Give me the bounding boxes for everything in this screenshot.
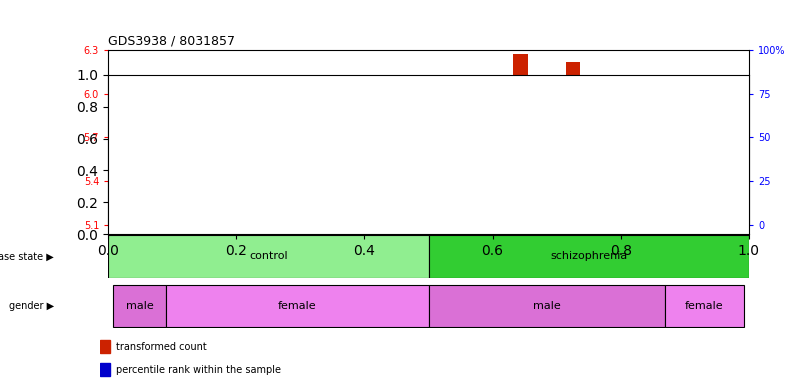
Bar [566,61,580,225]
Text: GDS3938 / 8031857: GDS3938 / 8031857 [108,34,235,47]
Bar [670,193,685,225]
Bar [198,98,212,225]
Point [173,136,186,142]
Bar [114,285,166,328]
Bar [119,181,134,225]
Text: transformed count: transformed count [116,342,207,352]
Bar [409,130,423,225]
Point [514,117,527,123]
Bar [251,131,265,225]
Text: percentile rank within the sample: percentile rank within the sample [116,365,281,375]
Point [435,132,448,139]
Text: male: male [126,301,154,311]
Text: female: female [685,301,723,311]
Text: male: male [533,301,561,311]
Bar [618,140,633,225]
Bar [461,130,475,225]
Text: disease state ▶: disease state ▶ [0,251,54,262]
Point [252,132,264,139]
Point [356,132,369,139]
Text: schizophrenia: schizophrenia [550,251,627,262]
Bar [429,235,749,278]
Bar [697,140,711,225]
Bar [429,285,665,328]
Bar [487,207,501,225]
Bar [356,137,370,225]
Text: gender ▶: gender ▶ [9,301,54,311]
Bar [592,149,606,225]
Bar [100,339,111,353]
Point [646,215,658,221]
Point [593,129,606,135]
Bar [108,235,429,278]
Point [120,146,133,152]
Point [541,127,553,133]
Bar [382,134,396,225]
Point [488,146,501,152]
Point [383,132,396,139]
Bar [723,171,738,225]
Bar [665,285,743,328]
Bar [540,98,554,225]
Point [147,136,159,142]
Point [698,138,710,144]
Point [566,126,579,132]
Point [225,136,238,142]
Point [304,136,316,142]
Point [409,132,422,139]
Bar [166,285,429,328]
Point [619,129,632,135]
Point [671,143,684,149]
Bar [100,362,111,376]
Point [199,132,211,139]
Bar [513,54,528,225]
Text: control: control [249,251,288,262]
Point [278,131,291,137]
Point [461,127,474,133]
Bar [434,101,449,225]
Bar [303,143,317,225]
Bar [224,140,239,225]
Bar [146,137,160,225]
Point [330,138,343,144]
Bar [277,95,292,225]
Point [724,139,737,146]
Bar [329,172,344,225]
Bar [172,137,187,225]
Text: female: female [278,301,316,311]
